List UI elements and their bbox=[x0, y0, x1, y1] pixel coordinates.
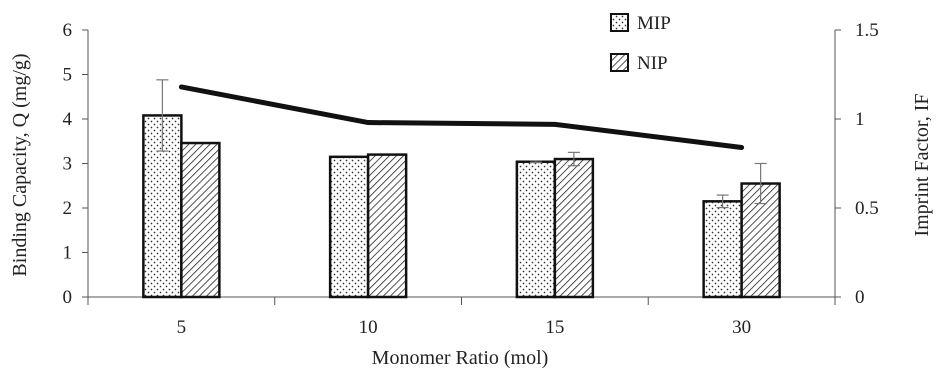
y2-tick-label: 1.5 bbox=[855, 20, 879, 41]
y-tick-label: 1 bbox=[63, 243, 73, 264]
x-tick-label: 15 bbox=[545, 317, 564, 338]
y-axis-title: Binding Capacity, Q (mg/g) bbox=[9, 53, 31, 276]
y-tick-label: 4 bbox=[63, 109, 73, 130]
legend-label-mip: MIP bbox=[637, 13, 671, 34]
legend-swatch-nip bbox=[610, 53, 629, 72]
x-tick-label: 30 bbox=[732, 317, 751, 338]
y2-tick-label: 0.5 bbox=[855, 198, 879, 219]
bar-nip bbox=[180, 141, 221, 299]
x-tick-label: 5 bbox=[177, 317, 187, 338]
y-tick-label: 0 bbox=[63, 287, 73, 308]
y2-tick-label: 1 bbox=[855, 109, 865, 130]
bar-mip bbox=[702, 200, 743, 299]
legend-label-nip: NIP bbox=[637, 53, 668, 74]
y-tick-label: 3 bbox=[63, 154, 73, 175]
bar-nip bbox=[366, 153, 408, 299]
y-tick-label: 6 bbox=[63, 20, 73, 41]
legend: MIP NIP bbox=[610, 13, 671, 74]
bar-nip bbox=[553, 157, 595, 299]
y-tick-label: 2 bbox=[63, 198, 73, 219]
y2-tick-label: 0 bbox=[855, 287, 865, 308]
legend-swatch-mip bbox=[610, 13, 629, 32]
x-tick-label: 10 bbox=[359, 317, 378, 338]
bar-mip bbox=[515, 160, 557, 299]
imprint-factor-line bbox=[178, 84, 745, 150]
y2-axis-title: Imprint Factor, IF bbox=[911, 93, 933, 236]
y-tick-label: 5 bbox=[63, 65, 73, 86]
bar-mip bbox=[328, 155, 370, 299]
x-axis-title: Monomer Ratio (mol) bbox=[372, 347, 549, 369]
